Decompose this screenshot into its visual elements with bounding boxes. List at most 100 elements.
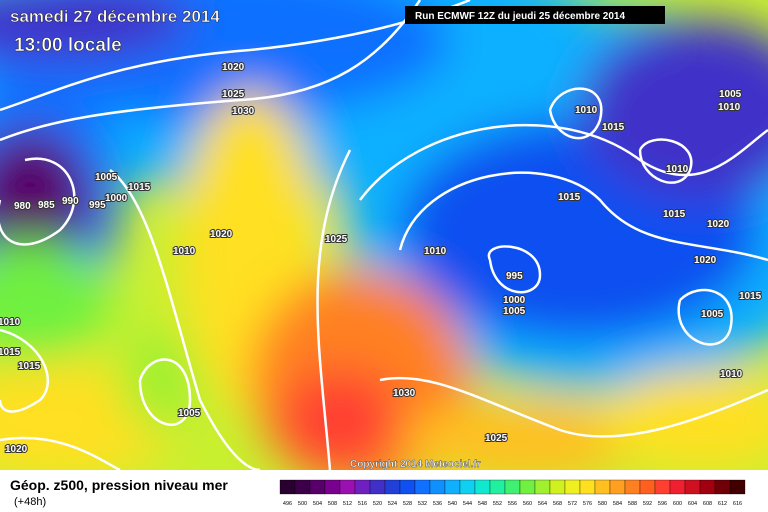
colorbar-label: 496	[283, 501, 292, 507]
colorbar-label: 600	[673, 501, 682, 507]
colorbar-label: 508	[328, 501, 337, 507]
colorbar-cell	[369, 479, 386, 495]
isobar-label: 990	[62, 196, 79, 207]
colorbar-label: 560	[523, 501, 532, 507]
isobar-label: 1010	[575, 105, 598, 116]
colorbar-cell	[324, 479, 341, 495]
isobar-label: 1010	[666, 164, 689, 175]
colorbar-cell	[534, 479, 551, 495]
colorbar-cell	[699, 479, 716, 495]
colorbar-label: 564	[538, 501, 547, 507]
colorbar-cell	[444, 479, 461, 495]
isobar-label: 985	[38, 200, 55, 211]
colorbar-cell	[624, 479, 641, 495]
colorbar-label: 556	[508, 501, 517, 507]
isobar-label: 1005	[178, 408, 201, 419]
isobar-label: 995	[89, 200, 106, 211]
colorbar-cell	[474, 479, 491, 495]
colorbar-cell	[564, 479, 581, 495]
colorbar-label: 576	[583, 501, 592, 507]
colorbar-label: 616	[733, 501, 742, 507]
isobar-label: 1025	[222, 89, 245, 100]
colorbar-label: 516	[358, 501, 367, 507]
colorbar-label: 548	[478, 501, 487, 507]
isobar-label: 1005	[701, 309, 724, 320]
colorbar-cell	[354, 479, 371, 495]
colorbar-label: 540	[448, 501, 457, 507]
isobar-label: 1020	[707, 219, 730, 230]
colorbar-cell	[309, 479, 326, 495]
isobar-label: 1030	[232, 106, 255, 117]
colorbar-cell	[294, 479, 311, 495]
colorbar-cell	[684, 479, 701, 495]
colorbar-cell	[519, 479, 536, 495]
isobar-label: 1005	[95, 172, 118, 183]
isobar-label: 1005	[503, 306, 526, 317]
colorbar-label: 504	[313, 501, 322, 507]
isobar-label: 1025	[485, 433, 508, 444]
colorbar-cell	[339, 479, 356, 495]
colorbar-label: 568	[553, 501, 562, 507]
isobar-label: 1010	[0, 317, 21, 328]
date: samedi 27 décembre 2014	[10, 7, 220, 26]
colorbar-cell	[489, 479, 506, 495]
colorbar-cell	[279, 479, 296, 495]
colorbar-label: 584	[613, 501, 622, 507]
colorbar-label: 544	[463, 501, 472, 507]
isobar-label: 1015	[663, 209, 686, 220]
colorbar-label: 596	[658, 501, 667, 507]
isobar-label: 1030	[393, 388, 416, 399]
colorbar-label: 500	[298, 501, 307, 507]
colorbar-cell	[399, 479, 416, 495]
colorbar-label: 552	[493, 501, 502, 507]
colorbar-cell	[504, 479, 521, 495]
colorbar-label: 608	[703, 501, 712, 507]
colorbar-cell	[654, 479, 671, 495]
isobar-label: 1010	[720, 369, 743, 380]
colorbar-label: 520	[373, 501, 382, 507]
colorbar-label: 572	[568, 501, 577, 507]
isobar-label: 1025	[325, 234, 348, 245]
copyright: Copyright 2014 Meteociel.fr	[350, 459, 481, 470]
isobar-label: 1015	[128, 182, 151, 193]
isobar-label: 1020	[222, 62, 245, 73]
legend-title: Géop. z500, pression niveau mer	[10, 477, 228, 493]
colorbar-label: 536	[433, 501, 442, 507]
colorbar-cell	[579, 479, 596, 495]
isobar-label: 1015	[602, 122, 625, 133]
colorbar-cell	[459, 479, 476, 495]
isobar-label: 1015	[0, 347, 21, 358]
colorbar-cell	[669, 479, 686, 495]
time: 13:00 locale	[14, 35, 122, 56]
isobar-label: 1015	[558, 192, 581, 203]
isobar-label: 995	[506, 271, 523, 282]
isobar-label: 1010	[718, 102, 741, 113]
colorbar-cell	[549, 479, 566, 495]
isobar-label: 1015	[739, 291, 762, 302]
colorbar-label: 588	[628, 501, 637, 507]
colorbar-label: 580	[598, 501, 607, 507]
colorbar-cell	[609, 479, 626, 495]
run-box	[405, 6, 665, 24]
colorbar-label: 612	[718, 501, 727, 507]
colorbar-cell	[729, 479, 746, 495]
isobar-label: 1000	[105, 193, 128, 204]
colorbar-cell	[384, 479, 401, 495]
colorbar-label: 532	[418, 501, 427, 507]
colorbar-label: 512	[343, 501, 352, 507]
colorbar-cell	[639, 479, 656, 495]
colorbar-label: 528	[403, 501, 412, 507]
colorbar-cell	[429, 479, 446, 495]
isobar-label: 1005	[719, 89, 742, 100]
colorbar-label: 592	[643, 501, 652, 507]
colorbar-cell	[714, 479, 731, 495]
isobar-label: 1020	[210, 229, 233, 240]
colorbar-label: 524	[388, 501, 397, 507]
run-text: Run ECMWF 12Z du jeudi 25 décembre 2014	[415, 11, 625, 22]
isobar-label: 1020	[5, 444, 28, 455]
legend-lead: (+48h)	[14, 496, 46, 508]
isobar-label: 1010	[424, 246, 447, 257]
